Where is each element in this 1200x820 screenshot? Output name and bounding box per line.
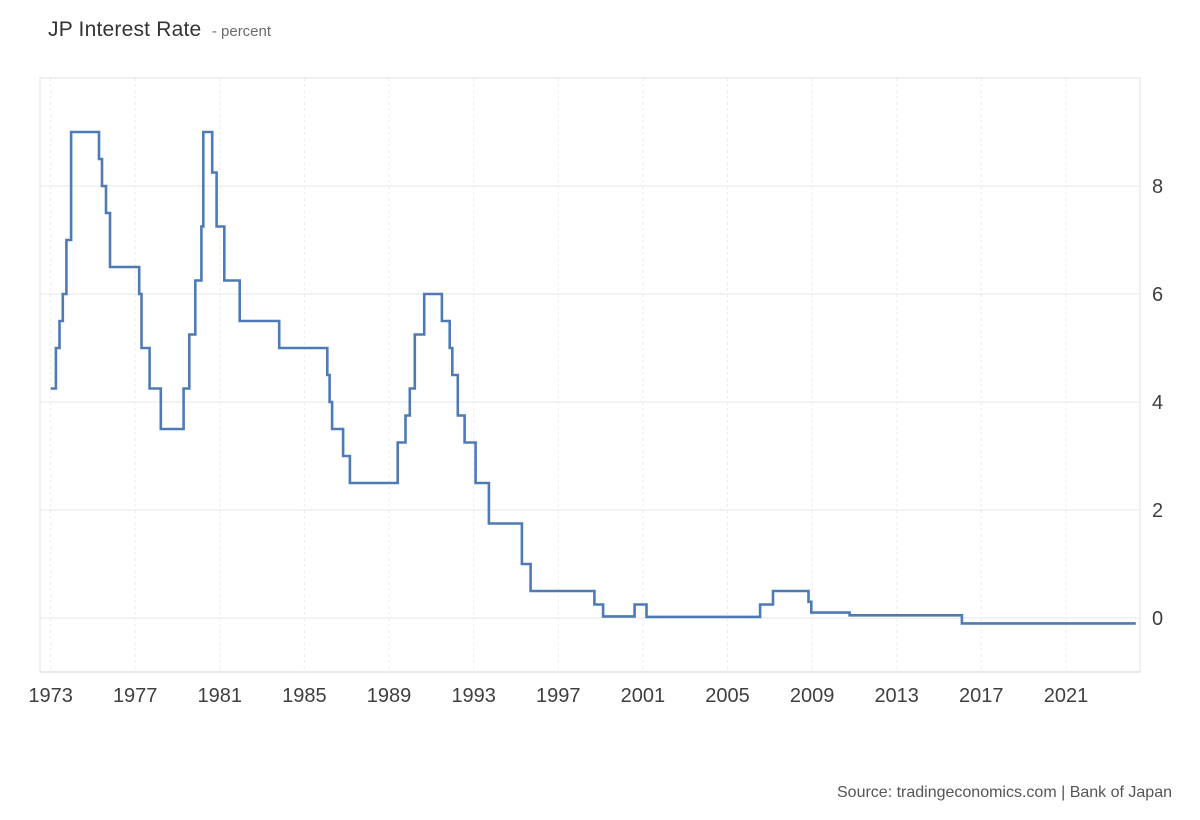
x-tick-label: 1973	[28, 685, 73, 707]
x-tick-label: 2005	[705, 685, 750, 707]
x-tick-labels: 1973 1977 1981 1985 1989 1993 1997 2001 2005 2009…	[28, 685, 1088, 707]
plot-border	[39, 77, 1141, 673]
y-tick-label: 6	[1152, 284, 1163, 306]
x-tick-label: 1981	[198, 685, 243, 707]
x-gridlines	[50, 78, 1067, 672]
x-tick-label: 1977	[113, 685, 158, 707]
rate-line-series	[50, 130, 1136, 625]
chart-title: JP Interest Rate	[48, 18, 202, 41]
x-tick-label: 2013	[874, 685, 919, 707]
y-tick-label: 4	[1152, 392, 1163, 414]
x-tick-label: 1993	[451, 685, 496, 707]
x-tick-label: 1985	[282, 685, 327, 707]
x-tick-label: 2021	[1044, 685, 1089, 707]
interest-rate-step-chart[interactable]: 1973 1977 1981 1985 1989 1993 1997 2001 2005 2009…	[0, 0, 1200, 716]
y-gridlines	[40, 185, 1140, 619]
y-tick-label: 8	[1152, 176, 1163, 198]
x-tick-label: 2001	[621, 685, 666, 707]
x-tick-label: 2017	[959, 685, 1004, 707]
x-tick-label: 2009	[790, 685, 835, 707]
x-tick-label: 1989	[367, 685, 412, 707]
y-tick-label: 0	[1152, 608, 1163, 630]
chart-header: JP Interest Rate - percent	[48, 18, 271, 42]
chart-area[interactable]: 1973 1977 1981 1985 1989 1993 1997 2001 2005 2009…	[0, 0, 1200, 716]
chart-unit-label: - percent	[211, 23, 272, 40]
source-attribution: Source: tradingeconomics.com | Bank of J…	[837, 784, 1172, 801]
x-tick-label: 1997	[536, 685, 581, 707]
y-tick-label: 2	[1152, 500, 1163, 522]
y-tick-labels: 0 2 4 6 8	[1152, 176, 1163, 630]
